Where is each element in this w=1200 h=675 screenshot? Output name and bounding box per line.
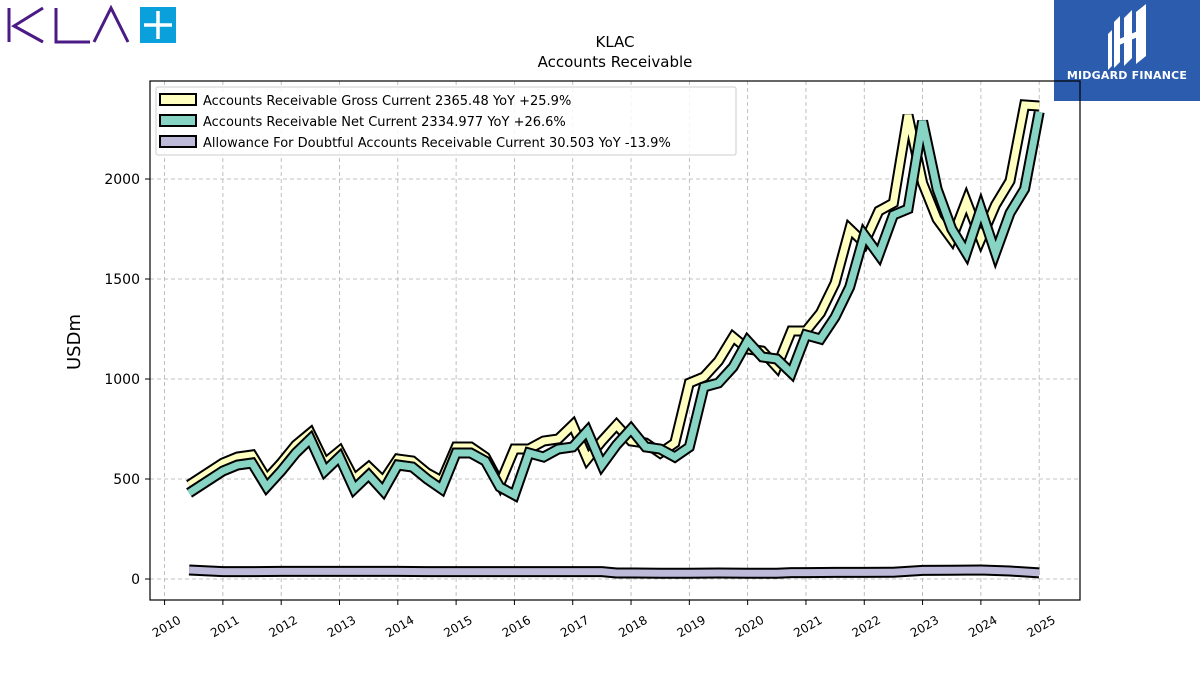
series-line — [187, 111, 1043, 501]
x-tick-label: 2020 — [733, 613, 766, 640]
kla-letter-k — [7, 6, 44, 44]
kla-plus-icon — [140, 7, 176, 43]
x-tick-label: 2023 — [908, 613, 941, 640]
legend-label-allowance: Allowance For Doubtful Accounts Receivab… — [203, 136, 671, 151]
kla-letter-a — [92, 4, 130, 43]
y-tick-label: 500 — [113, 472, 140, 488]
legend: Accounts Receivable Gross Current 2365.4… — [155, 86, 737, 156]
legend-swatch-allowance — [159, 135, 197, 148]
series-line — [188, 566, 1040, 577]
x-tick-label: 2015 — [441, 613, 474, 640]
x-tick-label: 2017 — [558, 613, 591, 640]
x-tick-label: 2010 — [150, 613, 183, 640]
x-tick-label: 2011 — [208, 613, 241, 640]
kla-wordmark — [7, 4, 130, 44]
chart-subtitle: Accounts Receivable — [538, 53, 693, 71]
y-tick-label: 2000 — [104, 172, 140, 188]
x-tick-label: 2024 — [966, 613, 999, 640]
y-axis-label: USDm — [64, 314, 85, 370]
x-tick-label: 2021 — [791, 613, 824, 640]
series-areas — [186, 99, 1045, 579]
series-allowance — [188, 564, 1040, 579]
y-tick-label: 0 — [131, 572, 140, 588]
kla-letter-l — [54, 8, 90, 44]
x-tick-label: 2016 — [500, 613, 533, 640]
legend-swatch-gross — [159, 93, 197, 106]
legend-swatch-net — [159, 114, 197, 127]
series-net — [186, 110, 1045, 503]
midgard-emblem-icon — [1108, 4, 1146, 70]
legend-label-gross: Accounts Receivable Gross Current 2365.4… — [203, 94, 571, 109]
x-tick-label: 2014 — [383, 613, 416, 640]
x-tick-label: 2022 — [850, 613, 883, 640]
midgard-finance-label: MIDGARD FINANCE — [1066, 69, 1188, 82]
chart-title: KLAC — [595, 33, 634, 51]
legend-box — [155, 86, 737, 156]
x-tick-label: 2018 — [616, 613, 649, 640]
plot-frame — [149, 80, 1081, 601]
y-tick-label: 1000 — [104, 372, 140, 388]
x-tick-label: 2013 — [325, 613, 358, 640]
grid-lines — [150, 81, 1080, 600]
x-tick-label: 2025 — [1024, 613, 1057, 640]
kla-logo — [7, 4, 176, 44]
x-tick-label: 2012 — [266, 613, 299, 640]
midgard-finance-logo: MIDGARD FINANCE — [1054, 0, 1200, 101]
legend-label-net: Accounts Receivable Net Current 2334.977… — [203, 115, 566, 130]
y-tick-label: 1500 — [104, 272, 140, 288]
x-tick-label: 2019 — [675, 613, 708, 640]
